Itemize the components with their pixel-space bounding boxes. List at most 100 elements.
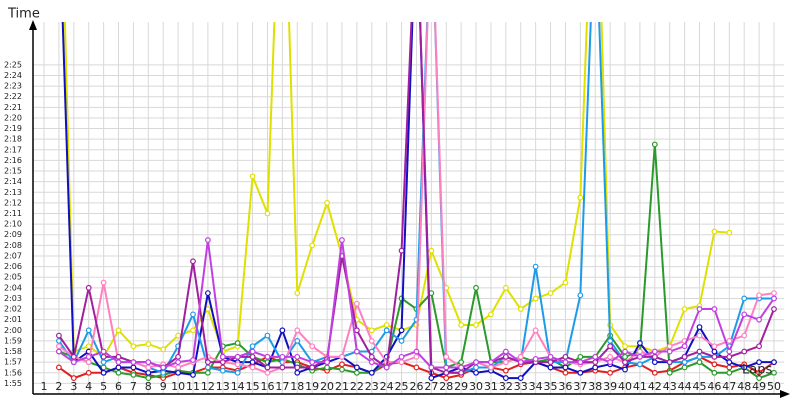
point	[711, 306, 718, 312]
point	[398, 247, 405, 254]
x-tick-label: 27	[424, 380, 438, 393]
point	[160, 346, 167, 353]
y-tick-label: 2:09	[4, 230, 22, 239]
point	[473, 359, 479, 366]
point	[726, 348, 733, 355]
point	[413, 353, 420, 360]
point	[473, 284, 479, 291]
y-tick-label: 2:02	[4, 305, 22, 314]
x-tick-label: 33	[514, 380, 528, 393]
point	[741, 332, 748, 339]
x-tick-label: 5	[100, 380, 107, 393]
point	[309, 364, 316, 371]
x-tick-label: 28	[439, 380, 453, 393]
x-tick-label: 24	[380, 380, 394, 393]
point	[473, 322, 479, 328]
y-tick-label: 2:05	[4, 273, 22, 282]
point	[696, 324, 703, 331]
x-tick-label: 12	[201, 380, 215, 393]
point	[145, 359, 152, 366]
x-tick-label: 13	[216, 380, 230, 393]
y-tick-label: 2:21	[4, 103, 22, 112]
point	[473, 364, 479, 371]
x-axis-title: Laps	[742, 363, 772, 378]
point	[488, 359, 494, 366]
x-tick-label: 22	[350, 380, 364, 393]
point	[100, 359, 107, 366]
x-tick-label: 10	[171, 380, 185, 393]
point	[70, 359, 77, 366]
point	[666, 369, 673, 376]
x-tick-label: 11	[186, 380, 200, 393]
point	[190, 327, 196, 334]
point	[532, 327, 539, 334]
point	[264, 332, 271, 339]
point	[771, 369, 777, 376]
point	[607, 338, 614, 344]
point	[160, 364, 167, 371]
point	[234, 369, 241, 376]
point	[726, 359, 733, 366]
y-tick-label: 2:12	[4, 198, 22, 207]
x-tick-label: 44	[678, 380, 692, 393]
y-tick-label: 2:20	[4, 113, 22, 122]
point	[294, 369, 301, 376]
point	[353, 369, 360, 376]
point	[398, 359, 405, 366]
point	[681, 364, 688, 371]
point	[741, 348, 748, 355]
point	[726, 353, 733, 360]
x-tick-label: 38	[588, 380, 602, 393]
point	[145, 341, 152, 347]
grid	[33, 22, 784, 394]
point	[622, 343, 628, 350]
point	[517, 359, 524, 366]
point	[368, 369, 375, 376]
point	[696, 353, 703, 360]
point	[175, 364, 182, 371]
point	[443, 364, 450, 371]
point	[56, 343, 62, 350]
point	[741, 295, 748, 302]
point	[279, 364, 286, 371]
point	[234, 353, 241, 360]
point	[651, 141, 658, 148]
y-arrow	[29, 20, 37, 30]
point	[607, 343, 614, 350]
y-tick-label: 2:04	[4, 283, 22, 292]
x-tick-label: 14	[231, 380, 245, 393]
point	[696, 332, 703, 339]
point	[502, 284, 509, 291]
point	[651, 369, 658, 376]
point	[502, 348, 509, 355]
point	[190, 371, 196, 378]
point	[607, 369, 614, 376]
point	[413, 364, 420, 371]
point	[562, 279, 569, 286]
point	[428, 364, 435, 371]
y-tick-label: 2:10	[4, 220, 22, 229]
point	[294, 364, 301, 371]
point	[666, 343, 673, 350]
y-tick-label: 1:56	[4, 368, 22, 377]
x-tick-label: 46	[707, 380, 721, 393]
plot-area	[56, 22, 777, 381]
point	[488, 364, 494, 371]
point	[532, 356, 539, 362]
point	[637, 340, 643, 346]
point	[219, 353, 226, 360]
point	[413, 348, 420, 355]
x-tick-label: 39	[603, 380, 617, 393]
point	[577, 194, 584, 201]
y-tick-label: 2:24	[4, 71, 22, 80]
point	[85, 359, 92, 366]
point	[517, 306, 524, 312]
point	[309, 242, 316, 249]
point	[458, 364, 465, 371]
point	[85, 284, 92, 291]
point	[443, 369, 450, 376]
point	[249, 343, 256, 350]
y-tick-label: 2:06	[4, 262, 22, 271]
x-tick-label: 3	[70, 380, 77, 393]
x-tick-label: 16	[260, 380, 274, 393]
